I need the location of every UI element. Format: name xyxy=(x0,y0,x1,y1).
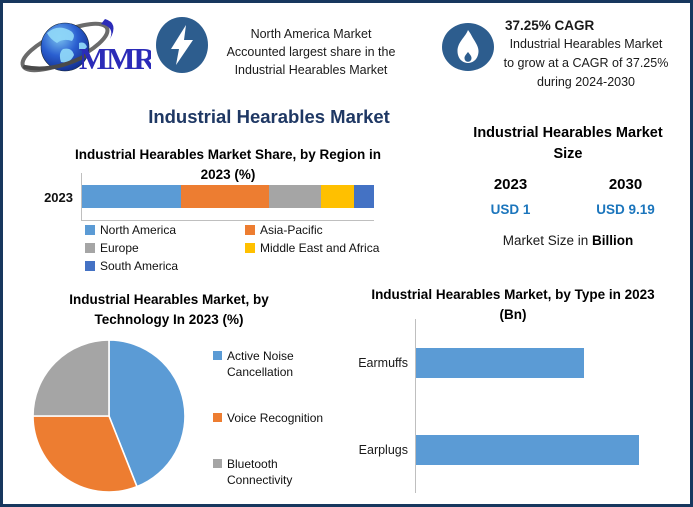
value-2030: USD 9.19 xyxy=(596,202,655,217)
bar-segment-north-america xyxy=(82,185,182,208)
legend-label: Voice Recognition xyxy=(227,411,324,425)
legend-swatch xyxy=(245,243,255,253)
legend-label: Active Noise Cancellation xyxy=(227,349,294,379)
legend-item-middle-east-and-africa: Middle East and Africa xyxy=(245,241,390,255)
market-size-years: 2023 2030 xyxy=(453,176,683,193)
cagr-line: during 2024-2030 xyxy=(537,75,635,89)
mmr-logo: MMR xyxy=(13,7,159,86)
legend-item-north-america: North America xyxy=(85,223,245,237)
legend-label: Bluetooth Connectivity xyxy=(227,457,293,487)
note-regular: Market Size in xyxy=(502,233,593,248)
legend-swatch xyxy=(245,225,255,235)
region-stacked-bar xyxy=(82,185,374,208)
cagr-block: 37.25% CAGR Industrial Hearables Market … xyxy=(497,16,675,92)
legend-item-bluetooth-connectivity: Bluetooth Connectivity xyxy=(213,456,343,488)
highlight-line: Accounted largest share in the xyxy=(226,45,396,59)
bar-earmuffs xyxy=(416,347,584,378)
pie-slice-active-noise-cancellation xyxy=(108,339,186,488)
region-y-axis-label: 2023 xyxy=(44,189,73,205)
highlight-line: Industrial Hearables Market xyxy=(234,63,388,77)
legend-swatch xyxy=(213,413,222,422)
bar-segment-asia-pacific xyxy=(181,185,269,208)
market-size-title: Industrial Hearables Market Size xyxy=(473,125,663,162)
type-chart: Earmuffs Earplugs xyxy=(348,319,684,493)
globe-icon: MMR xyxy=(20,19,159,76)
technology-pie-chart xyxy=(30,337,188,500)
type-bar-row: Earmuffs xyxy=(348,319,684,406)
region-chart-title: Industrial Hearables Market Share, by Re… xyxy=(74,147,382,182)
cagr-line: to grow at a CAGR of 37.25% xyxy=(503,56,669,70)
type-bar-row: Earplugs xyxy=(348,406,684,493)
legend-item-voice-recognition: Voice Recognition xyxy=(213,410,343,426)
region-chart: 2023 xyxy=(31,173,374,221)
cagr-line: Industrial Hearables Market xyxy=(509,37,663,51)
legend-label: Europe xyxy=(100,241,139,255)
technology-pie-svg xyxy=(32,339,186,493)
year-2023-label: 2023 xyxy=(493,176,528,193)
legend-item-europe: Europe xyxy=(85,241,245,255)
legend-swatch xyxy=(85,225,95,235)
bar-track xyxy=(415,319,684,406)
legend-item-active-noise-cancellation: Active Noise Cancellation xyxy=(213,348,343,380)
technology-legend: Active Noise Cancellation Voice Recogniti… xyxy=(213,348,343,488)
region-legend: North America Asia-Pacific Europe Middle Ea… xyxy=(85,223,390,273)
category-label-earplugs: Earplugs xyxy=(358,442,408,457)
flame-icon xyxy=(441,22,495,77)
legend-label: South America xyxy=(100,259,179,273)
highlight-line: North America Market xyxy=(250,27,372,41)
legend-swatch xyxy=(213,459,222,468)
bar-earplugs xyxy=(416,434,640,465)
year-2030-label: 2030 xyxy=(608,176,643,193)
market-size-note: Market Size in Billion xyxy=(453,233,683,248)
legend-label: Asia-Pacific xyxy=(260,223,323,237)
page-title: Industrial Hearables Market xyxy=(148,106,390,127)
legend-swatch xyxy=(85,261,95,271)
legend-swatch xyxy=(213,351,222,360)
note-bold: Billion xyxy=(592,233,634,248)
legend-label: North America xyxy=(100,223,177,237)
pie-slice-bluetooth-connectivity xyxy=(32,339,110,417)
lightning-icon xyxy=(155,16,209,79)
bar-track xyxy=(415,406,684,493)
pie-slice-voice-recognition xyxy=(32,415,139,493)
market-size-values: USD 1 USD 9.19 xyxy=(453,202,683,217)
legend-item-south-america: South America xyxy=(85,259,245,273)
bar-segment-middle-east-and-africa xyxy=(321,185,354,208)
value-2023: USD 1 xyxy=(490,202,531,217)
category-label-earmuffs: Earmuffs xyxy=(358,355,408,370)
logo-text: MMR xyxy=(79,41,151,76)
type-chart-title: Industrial Hearables Market, by Type in … xyxy=(371,287,655,322)
bar-segment-europe xyxy=(268,185,322,208)
cagr-title: 37.25% CAGR xyxy=(505,18,595,33)
region-plot-area xyxy=(81,173,374,221)
legend-label: Middle East and Africa xyxy=(260,241,380,255)
technology-chart-title: Industrial Hearables Market, by Technolo… xyxy=(69,292,269,327)
legend-swatch xyxy=(85,243,95,253)
header-highlight-text: North America Market Accounted largest s… xyxy=(208,25,414,79)
bar-segment-south-america xyxy=(353,185,374,208)
legend-item-asia-pacific: Asia-Pacific xyxy=(245,223,390,237)
market-size-panel: Industrial Hearables Market Size 2023 20… xyxy=(453,123,683,248)
